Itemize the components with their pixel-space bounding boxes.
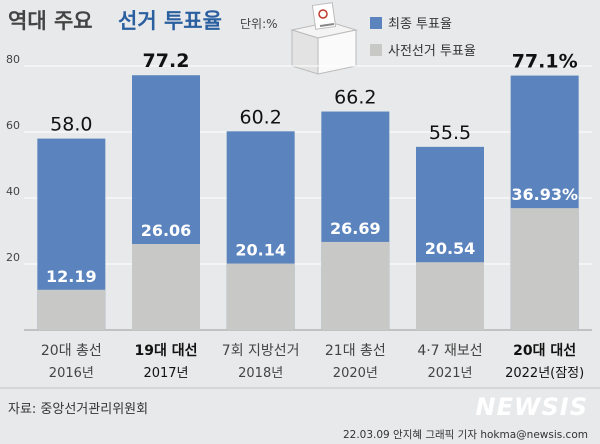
label-early: 20.54: [425, 239, 476, 258]
category-label: 20대 대선: [513, 343, 576, 359]
y-tick-label: 20: [6, 251, 20, 264]
bars: [37, 75, 579, 331]
y-tick-label: 40: [6, 185, 20, 198]
label-final: 66.2: [334, 87, 376, 109]
grid: [24, 65, 592, 265]
legend: 최종 투표율 사전선거 투표율: [370, 17, 476, 59]
category-year: 2021년: [427, 366, 472, 381]
bar-early: [37, 289, 106, 330]
bar-early: [321, 241, 390, 330]
legend-label-early: 사전선거 투표율: [388, 44, 476, 59]
chart-title-part1: 역대 주요: [8, 9, 93, 33]
legend-label-final: 최종 투표율: [388, 17, 452, 32]
credit-label: 22.03.09 안지혜 그래픽 기자 hokma@newsis.com: [343, 429, 588, 441]
unit-label: 단위:%: [240, 17, 278, 31]
ballot-box-icon: [290, 2, 358, 75]
x-axis: 20대 총선 2016년 19대 대선 2017년 7회 지방선거 2018년 21대 총선…: [41, 343, 584, 381]
bar-early: [132, 244, 200, 330]
category-year: 2017년: [143, 366, 188, 381]
category-year: 2020년: [333, 366, 378, 381]
legend-swatch-early: [370, 44, 382, 56]
category-label: 20대 총선: [41, 343, 102, 359]
category-label: 7회 지방선거: [222, 343, 300, 359]
data-labels: 58.0 12.19 77.2 26.06 60.2 20.14 66.2 26.69 55.5…: [46, 50, 578, 286]
category-year: 2016년: [49, 366, 94, 381]
category-label: 19대 대선: [135, 343, 198, 359]
label-early: 12.19: [46, 267, 97, 286]
category-label: 4·7 재보선: [417, 343, 482, 359]
y-tick-label: 60: [6, 119, 20, 132]
bar-early: [416, 262, 484, 330]
label-early: 20.14: [235, 241, 286, 260]
label-final: 77.2: [143, 50, 190, 72]
legend-swatch-final: [370, 17, 382, 29]
newsis-logo: NEWSIS: [476, 393, 588, 421]
label-early: 26.69: [330, 219, 381, 238]
category-label: 21대 총선: [325, 343, 386, 359]
label-final: 58.0: [50, 114, 92, 136]
chart-title-part2: 선거 투표율: [118, 9, 222, 33]
label-final: 77.1%: [512, 51, 578, 73]
label-early: 26.06: [141, 221, 192, 240]
label-final: 55.5: [429, 122, 471, 144]
bar-early: [510, 208, 579, 330]
source-label: 자료: 중앙선거관리위원회: [8, 402, 148, 417]
y-tick-label: 80: [6, 53, 20, 66]
label-early: 36.93%: [511, 185, 578, 204]
category-year: 2022년(잠정): [505, 366, 584, 381]
label-final: 60.2: [240, 106, 282, 128]
y-axis: 20 40 60 80: [6, 53, 592, 331]
bar-early: [226, 263, 295, 330]
category-year: 2018년: [238, 366, 283, 381]
